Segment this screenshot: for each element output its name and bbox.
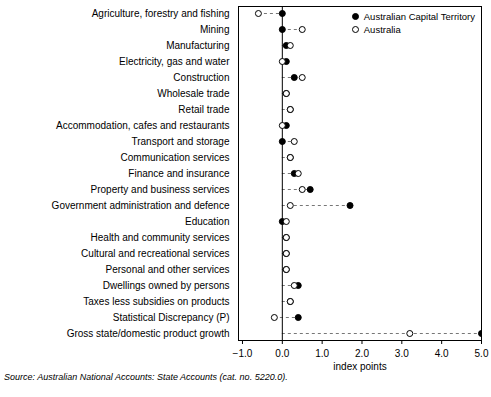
svg-text:Taxes less subsidies on produc: Taxes less subsidies on products xyxy=(83,296,229,307)
svg-text:Transport and storage: Transport and storage xyxy=(131,136,229,147)
svg-text:Communication services: Communication services xyxy=(121,152,230,163)
svg-text:3.0: 3.0 xyxy=(395,348,409,359)
svg-text:0.0: 0.0 xyxy=(275,348,289,359)
svg-text:5.0: 5.0 xyxy=(475,348,489,359)
html-text:Australian Capital Territory: Australian Capital Territory xyxy=(363,11,475,22)
svg-text:2.0: 2.0 xyxy=(355,348,369,359)
svg-text:−1.0: −1.0 xyxy=(233,348,253,359)
svg-text:Manufacturing: Manufacturing xyxy=(166,40,229,51)
svg-text:index points: index points xyxy=(333,361,386,372)
svg-text:Gross state/domestic product g: Gross state/domestic product growth xyxy=(67,328,230,339)
svg-text:Government administration and: Government administration and defence xyxy=(52,200,230,211)
svg-text:Construction: Construction xyxy=(173,72,229,83)
html-text:Australia: Australia xyxy=(363,24,401,35)
svg-text:Agriculture, forestry and fish: Agriculture, forestry and fishing xyxy=(92,8,230,19)
svg-text:Wholesale trade: Wholesale trade xyxy=(157,88,230,99)
svg-text:Education: Education xyxy=(185,216,229,227)
svg-text:Electricity, gas and water: Electricity, gas and water xyxy=(119,56,230,67)
html-text:Source: Australian National Ac: Source: Australian National Accounts: St… xyxy=(4,372,288,382)
svg-text:Accommodation, cafes and resta: Accommodation, cafes and restaurants xyxy=(56,120,229,131)
svg-text:4.0: 4.0 xyxy=(435,348,449,359)
svg-text:Finance and insurance: Finance and insurance xyxy=(128,168,230,179)
svg-text:1.0: 1.0 xyxy=(315,348,329,359)
svg-text:Mining: Mining xyxy=(200,24,229,35)
svg-text:Retail trade: Retail trade xyxy=(178,104,230,115)
svg-text:Health and community services: Health and community services xyxy=(91,232,230,243)
svg-text:Dwellings owned by persons: Dwellings owned by persons xyxy=(103,280,230,291)
svg-text:Statistical Discrepancy (P): Statistical Discrepancy (P) xyxy=(113,312,230,323)
svg-text:Cultural and recreational serv: Cultural and recreational services xyxy=(81,248,229,259)
svg-text:Personal and other services: Personal and other services xyxy=(106,264,230,275)
svg-text:Property and business services: Property and business services xyxy=(91,184,230,195)
